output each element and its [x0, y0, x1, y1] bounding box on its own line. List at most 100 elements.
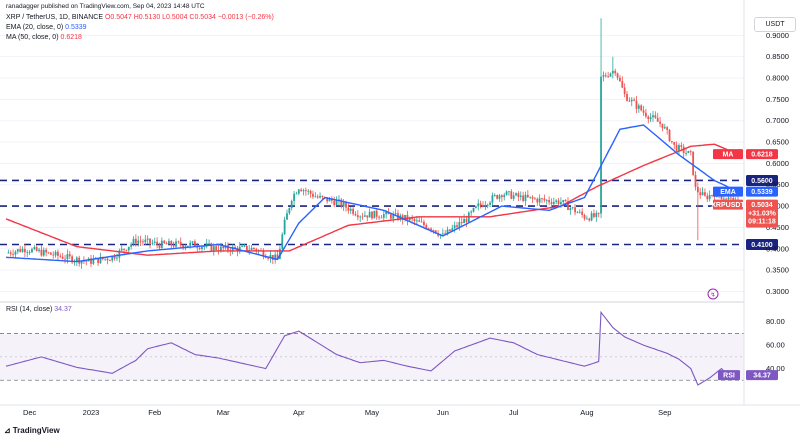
candle-body	[588, 218, 591, 221]
candle-body	[574, 207, 576, 213]
series-value-label: 0.5339	[751, 189, 773, 196]
candle-body	[548, 200, 550, 203]
candle-body	[526, 194, 529, 198]
candle-body	[500, 195, 503, 198]
candle-body	[92, 259, 95, 264]
candle-body	[645, 112, 647, 117]
candle-body	[366, 215, 369, 218]
candle-body	[130, 244, 133, 247]
price-grid	[0, 34, 744, 292]
candle-body	[33, 247, 36, 249]
candle-body	[656, 117, 659, 122]
candle-body	[413, 219, 416, 221]
candle-body	[326, 197, 329, 202]
rsi-legend[interactable]: RSI (14, close) 34.37	[6, 306, 72, 313]
candle-body	[134, 238, 137, 244]
tradingview-icon: ⊿	[4, 426, 11, 435]
candle-body	[153, 241, 156, 243]
candle-body	[425, 225, 428, 229]
candle-body	[493, 195, 496, 196]
candle-body	[66, 254, 69, 260]
candle-body	[434, 230, 437, 234]
series-extra-label: +31.03%	[748, 211, 777, 218]
candle-body	[680, 145, 683, 147]
candle-body	[300, 189, 303, 192]
candle-body	[356, 215, 359, 218]
candle-body	[35, 247, 38, 251]
candle-body	[382, 214, 385, 218]
price-tick-label: 0.9000	[766, 31, 789, 40]
candle-body	[564, 199, 567, 202]
symbol-legend[interactable]: XRP / TetherUS, 1D, BINANCE O0.5047 H0.5…	[6, 14, 274, 21]
candle-body	[59, 255, 62, 257]
candle-body	[430, 228, 432, 230]
candle-body	[711, 195, 713, 196]
candle-body	[352, 208, 355, 214]
candle-body	[545, 200, 548, 201]
candle-body	[288, 208, 291, 214]
candle-body	[293, 193, 295, 201]
candle-body	[609, 73, 612, 77]
candle-body	[227, 245, 229, 251]
candle-body	[496, 195, 499, 199]
candle-body	[685, 152, 687, 154]
candle-body	[597, 213, 600, 214]
candle-body	[160, 240, 163, 248]
rsi-label: RSI (14, close)	[6, 306, 53, 313]
candle-body	[505, 191, 508, 195]
candle-body	[427, 228, 430, 230]
candle-body	[557, 200, 560, 205]
series-value-badge	[746, 199, 778, 228]
timezone-icon[interactable]: ↯	[707, 288, 719, 300]
candle-body	[127, 246, 130, 251]
ema-legend[interactable]: EMA (20, close, 0) 0.5339	[6, 24, 87, 31]
candle-body	[401, 215, 404, 220]
candle-body	[720, 195, 723, 199]
candle-body	[335, 200, 338, 206]
series-name-badge	[713, 199, 743, 210]
candle-body	[692, 151, 695, 175]
candle-body	[283, 219, 286, 235]
price-tick-label: 0.6000	[766, 159, 789, 168]
currency-selector[interactable]: USDT	[754, 17, 796, 32]
candle-body	[243, 245, 246, 247]
ma-value: 0.6218	[60, 34, 82, 41]
candle-body	[42, 249, 45, 256]
candle-body	[415, 220, 418, 222]
candle-body	[170, 240, 173, 246]
candle-body	[463, 219, 465, 224]
ma-legend[interactable]: MA (50, close, 0) 0.6218	[6, 34, 82, 41]
candle-body	[255, 249, 258, 252]
series-extra-label: 09:11:18	[748, 219, 776, 226]
ma-50-line	[5, 143, 739, 256]
tradingview-logo[interactable]: ⊿ TradingView	[4, 426, 60, 435]
candle-body	[593, 213, 595, 217]
candle-body	[99, 256, 102, 264]
candle-body	[423, 221, 425, 226]
candle-body	[175, 241, 177, 247]
candle-body	[158, 244, 161, 248]
candle-body	[163, 240, 166, 244]
candle-body	[498, 195, 501, 199]
candle-body	[534, 198, 536, 200]
candle-body	[640, 105, 643, 111]
candle-body	[552, 201, 555, 205]
candle-body	[132, 238, 135, 245]
candle-body	[536, 198, 539, 203]
candle-body	[151, 242, 154, 244]
candle-body	[125, 249, 128, 251]
candle-body	[297, 189, 300, 194]
candle-body	[637, 105, 640, 109]
candle-body	[371, 211, 373, 219]
candle-body	[113, 256, 116, 259]
candle-body	[186, 245, 189, 247]
candle-body	[111, 256, 114, 261]
rsi-name-badge	[718, 370, 740, 381]
candle-body	[31, 248, 33, 253]
candle-body	[666, 127, 669, 130]
candle-body	[449, 229, 451, 231]
candle-body	[503, 194, 506, 198]
candle-body	[453, 225, 456, 229]
candle-body	[40, 249, 43, 256]
